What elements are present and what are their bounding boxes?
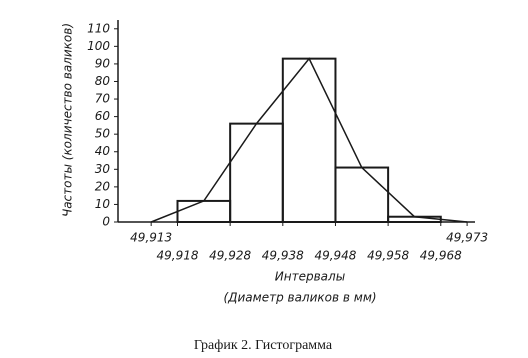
bar [281,57,337,223]
y-tick-label: 30 [95,162,111,176]
x-axis-label: Интервалы [275,270,345,284]
y-tick-label: 40 [95,144,111,158]
y-tick-label: 100 [87,39,110,53]
y-tick-label: 60 [95,109,111,123]
x-tick-label: 49,968 [420,249,462,263]
y-tick-label: 70 [95,92,111,106]
frequency-polygon [150,57,468,223]
chart-title: График 2. Гистограмма [194,338,333,353]
y-tick-label: 20 [95,179,111,193]
x-axis-label: (Диаметр валиков в мм) [223,291,376,305]
x-tick-label: 49,918 [157,249,199,263]
y-tick-label: 110 [87,21,110,35]
y-tick-label: 80 [95,74,111,88]
y-tick-label: 10 [95,197,111,211]
x-tick-label: 49,913 [130,231,172,245]
x-tick-label: 49,928 [209,249,251,263]
y-tick-label: 0 [102,215,110,229]
x-tick-label: 49,948 [314,249,356,263]
x-tick-label: 49,938 [262,249,304,263]
bar [176,199,232,223]
y-tick-label: 50 [95,127,111,141]
bar [229,122,284,223]
y-tick-label: 90 [95,56,111,70]
x-tick-label: 49,973 [446,231,488,245]
x-tick-label: 49,958 [367,249,409,263]
y-axis-label: Частоты (количество валиков) [61,23,75,217]
bar [387,215,442,224]
bar [334,166,390,223]
